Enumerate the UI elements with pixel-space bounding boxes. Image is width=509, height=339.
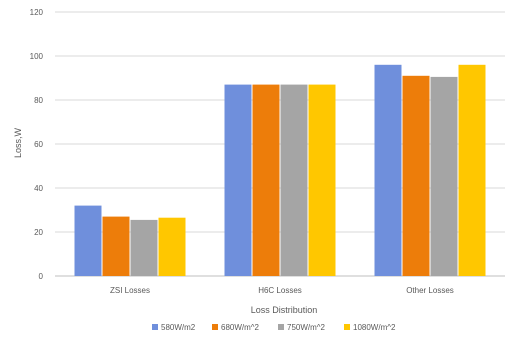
legend-label: 750W/m^2 — [287, 323, 326, 332]
x-tick-label: ZSI Losses — [110, 286, 150, 295]
legend-swatch — [344, 324, 350, 330]
legend-label: 580W/m2 — [161, 323, 196, 332]
y-axis-title: Loss,W — [13, 127, 23, 158]
legend-swatch — [152, 324, 158, 330]
bar — [430, 76, 458, 277]
legend: 580W/m2 680W/m^2 750W/m^2 1080W/m^2 — [152, 323, 396, 332]
bar — [402, 75, 430, 276]
x-axis-ticks: ZSI Losses H6C Losses Other Losses — [110, 286, 454, 295]
legend-label: 680W/m^2 — [221, 323, 260, 332]
y-tick-label: 80 — [34, 96, 43, 105]
bar — [102, 216, 130, 276]
x-axis-title: Loss Distribution — [251, 305, 318, 315]
bar — [158, 217, 186, 276]
y-tick-label: 100 — [30, 52, 44, 61]
bar — [224, 84, 252, 276]
y-tick-label: 40 — [34, 184, 43, 193]
bar — [458, 64, 486, 276]
bars — [74, 64, 486, 277]
legend-swatch — [212, 324, 218, 330]
bar — [374, 64, 402, 276]
y-axis-ticks: 0 20 40 60 80 100 120 — [30, 8, 44, 281]
bar — [308, 84, 336, 276]
bar — [130, 219, 158, 276]
bar — [74, 205, 102, 276]
y-tick-label: 0 — [39, 272, 44, 281]
y-tick-label: 20 — [34, 228, 43, 237]
y-tick-label: 120 — [30, 8, 44, 17]
y-tick-label: 60 — [34, 140, 43, 149]
gridlines — [55, 11, 505, 277]
legend-swatch — [278, 324, 284, 330]
x-tick-label: H6C Losses — [258, 286, 302, 295]
x-tick-label: Other Losses — [406, 286, 454, 295]
legend-label: 1080W/m^2 — [353, 323, 396, 332]
bar — [280, 84, 308, 276]
bar — [252, 84, 280, 276]
